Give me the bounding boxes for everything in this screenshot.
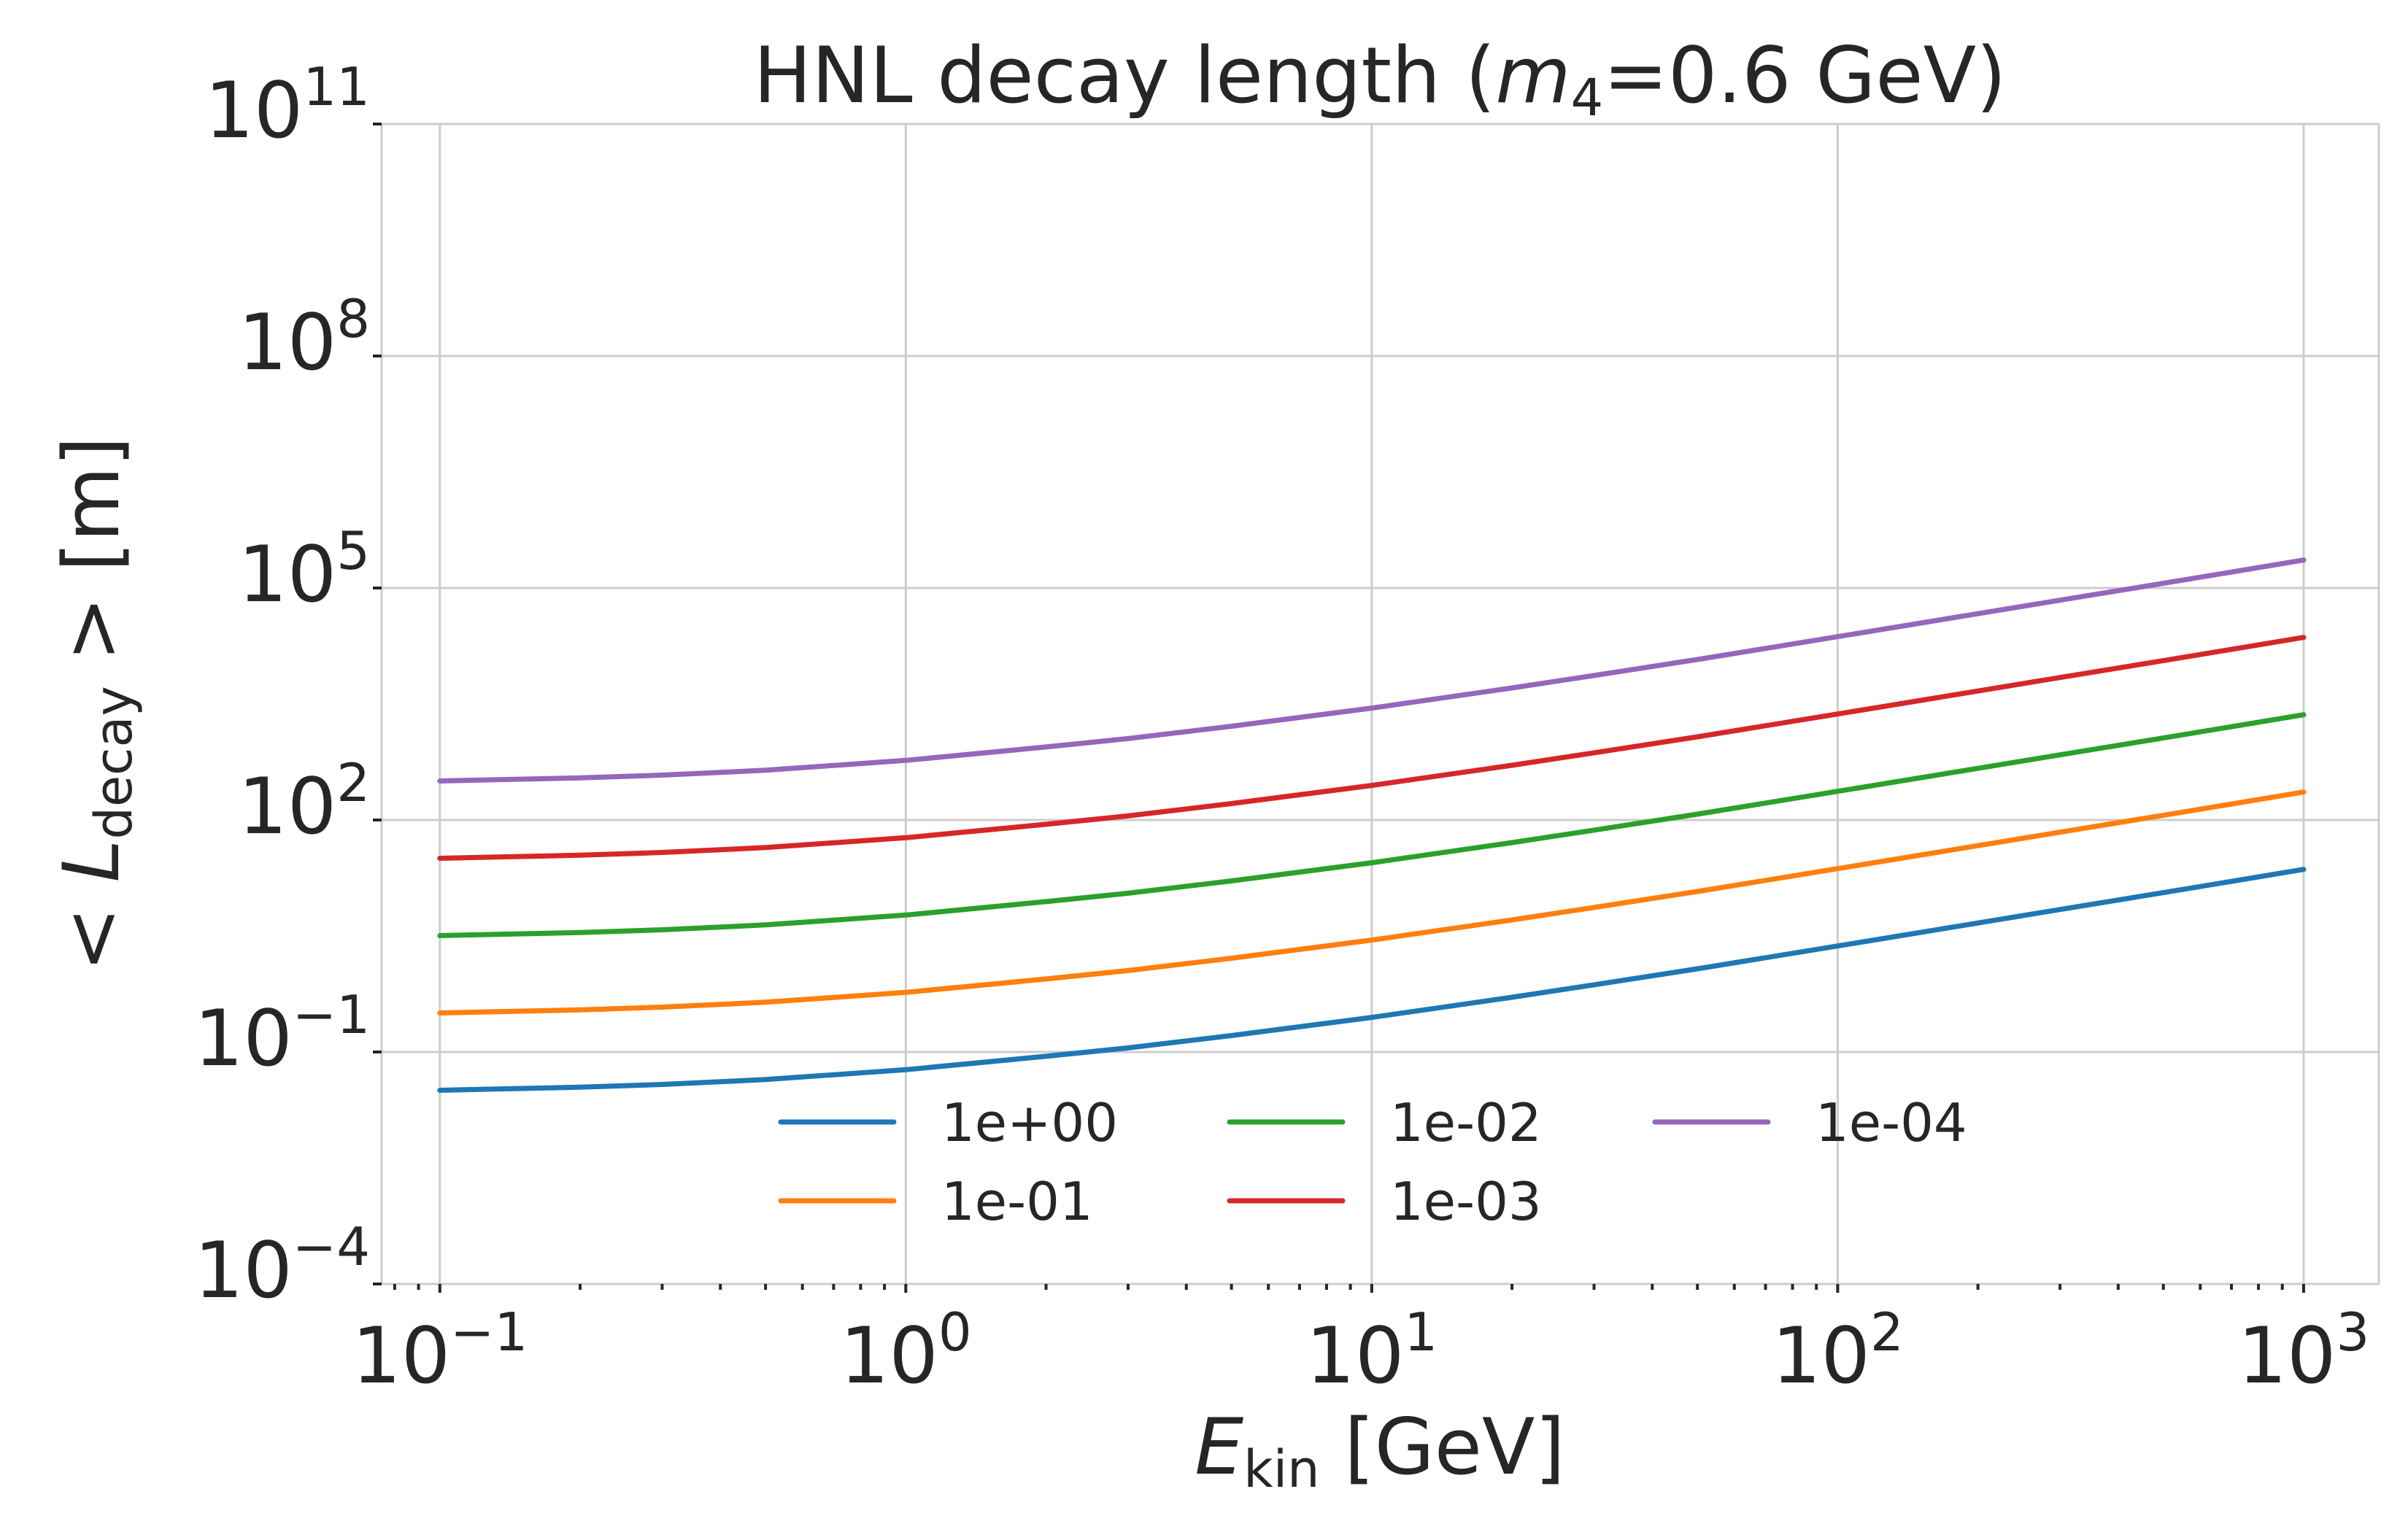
x-tick-label: 103 bbox=[2238, 1301, 2370, 1401]
series-line-1e-01 bbox=[437, 789, 2307, 1015]
x-tick-label: 100 bbox=[840, 1301, 972, 1401]
x-minor-ticks bbox=[393, 1284, 2284, 1290]
y-tick-labels: 10−4 10−1 102 105 108 1011 bbox=[194, 56, 370, 1315]
series-line-1e+00 bbox=[437, 867, 2307, 1093]
y-tick-label: 105 bbox=[238, 520, 370, 619]
legend-label: 1e-03 bbox=[1390, 1171, 1542, 1232]
x-tick-label: 10−1 bbox=[352, 1301, 528, 1401]
series-line-1e-04 bbox=[437, 557, 2307, 784]
x-axis-label: Ekin [GeV] bbox=[1195, 1402, 1565, 1499]
y-tick-label: 1011 bbox=[204, 56, 370, 155]
major-ticks bbox=[373, 123, 2305, 1293]
legend-label: 1e-04 bbox=[1815, 1092, 1967, 1153]
legend-label: 1e+00 bbox=[941, 1092, 1118, 1153]
x-tick-label: 102 bbox=[1772, 1301, 1904, 1401]
y-tick-label: 10−4 bbox=[194, 1216, 370, 1315]
y-tick-label: 10−1 bbox=[194, 984, 370, 1083]
y-tick-label: 108 bbox=[238, 288, 370, 387]
series-lines bbox=[437, 557, 2307, 1093]
series-line-1e-03 bbox=[437, 635, 2307, 861]
x-tick-labels: 10−1 100 101 102 103 bbox=[352, 1301, 2369, 1401]
legend-label: 1e-02 bbox=[1390, 1092, 1542, 1153]
legend-label: 1e-01 bbox=[941, 1171, 1093, 1232]
chart-title: HNL decay length (m4=0.6 GeV) bbox=[754, 31, 2007, 128]
legend: 1e+00 1e-01 1e-02 1e-03 1e-04 bbox=[778, 1092, 1967, 1232]
series-line-1e-02 bbox=[437, 712, 2307, 938]
plot-area-frame bbox=[380, 123, 2380, 1285]
y-tick-label: 102 bbox=[238, 752, 370, 851]
x-tick-label: 101 bbox=[1306, 1301, 1438, 1401]
